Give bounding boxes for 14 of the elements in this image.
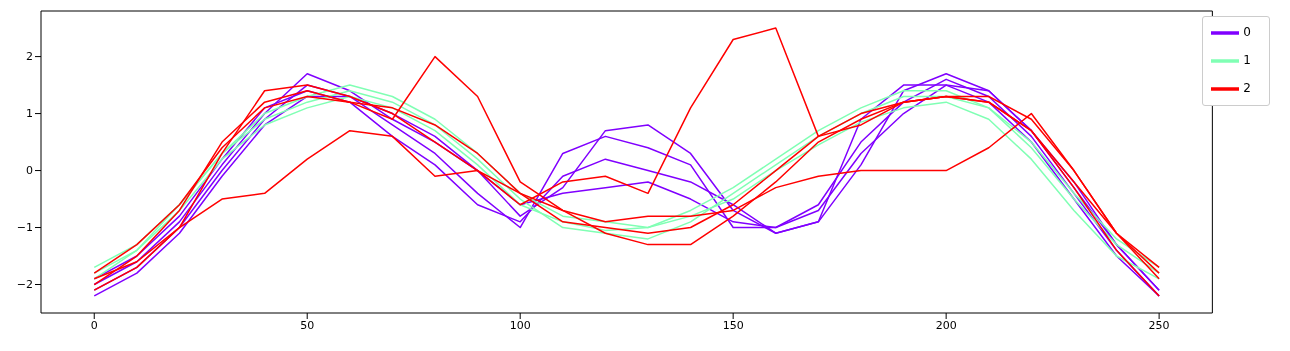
y-tick-label: −1 xyxy=(16,221,33,235)
y-tick-label: 0 xyxy=(26,164,33,178)
x-tick-label: 250 xyxy=(1148,318,1170,332)
legend-label: 0 xyxy=(1243,25,1251,39)
y-tick-label: 2 xyxy=(26,50,33,64)
x-tick-label: 100 xyxy=(509,318,531,332)
legend-label: 1 xyxy=(1243,53,1251,67)
y-tick-label: −2 xyxy=(16,278,33,292)
y-tick-label: 1 xyxy=(26,107,33,121)
x-tick-label: 50 xyxy=(300,318,315,332)
x-tick-label: 150 xyxy=(722,318,744,332)
legend-label: 2 xyxy=(1243,81,1251,95)
x-tick-label: 200 xyxy=(935,318,957,332)
x-tick-label: 0 xyxy=(90,318,98,332)
